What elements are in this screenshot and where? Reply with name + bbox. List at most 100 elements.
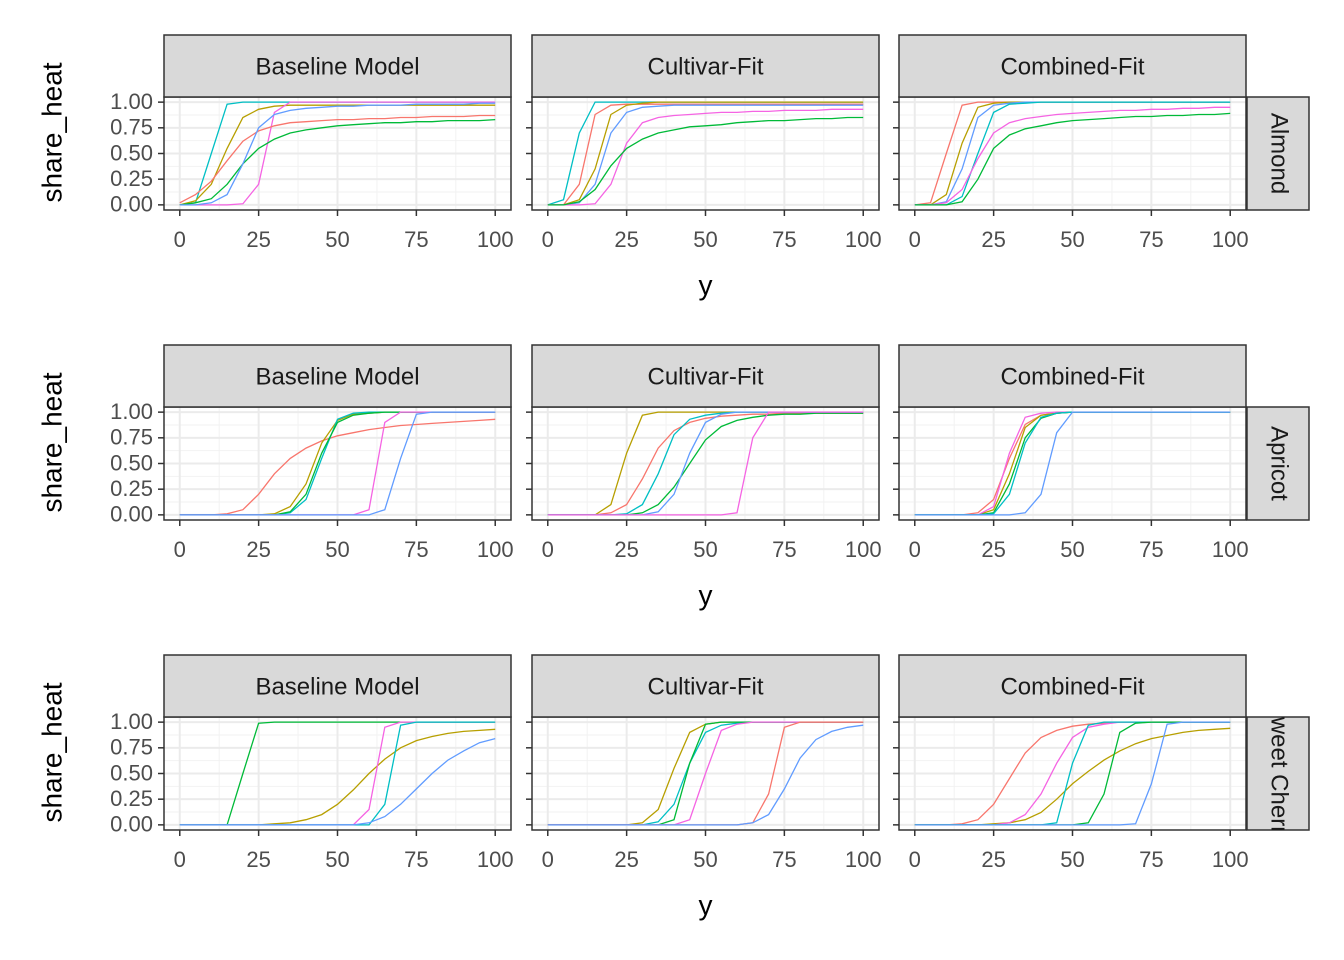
- panel: Baseline Model 0 25 50 75 100 0.000.250.500.75…: [36, 654, 514, 872]
- y-axis-title: share_heat: [36, 372, 67, 512]
- x-tick-label: 0: [174, 537, 186, 562]
- row-strip: [1246, 716, 1310, 831]
- y-axis-title: share_heat: [36, 62, 67, 202]
- facet-title: Cultivar-Fit: [647, 363, 763, 390]
- curve: [547, 411, 864, 516]
- y-tick-label: 0.25: [110, 166, 153, 191]
- x-tick-label: 0: [542, 227, 554, 252]
- curve: [547, 104, 864, 206]
- facet-strip: [163, 34, 512, 98]
- curve: [547, 116, 864, 206]
- panel: Combined-Fit 0 25 50 75 100 Almond: [893, 34, 1310, 252]
- x-tick-label: 25: [981, 227, 1005, 252]
- facet-strip: [531, 654, 880, 718]
- x-tick-label: 0: [542, 537, 554, 562]
- row-strip-clip: Almond: [1266, 113, 1293, 194]
- x-tick-label: 50: [693, 537, 717, 562]
- facet-title: Combined-Fit: [1000, 363, 1144, 390]
- y-tick-label: 0.25: [110, 786, 153, 811]
- facet-title: Combined-Fit: [1000, 53, 1144, 80]
- x-tick-label: 50: [1060, 537, 1084, 562]
- curve: [547, 724, 864, 826]
- x-tick-label: 50: [325, 227, 349, 252]
- x-tick-label: 50: [693, 227, 717, 252]
- panel: Cultivar-Fit 0 25 50 75 100 y: [526, 654, 882, 920]
- y-tick-label: 0.75: [110, 425, 153, 450]
- y-tick-label: 1.00: [110, 709, 153, 734]
- row-strip-label: Almond: [1266, 113, 1293, 194]
- y-tick-label: 0.75: [110, 115, 153, 140]
- panel: Cultivar-Fit 0 25 50 75 100 y: [526, 34, 882, 300]
- y-axis-title: share_heat: [36, 682, 67, 822]
- x-tick-label: 75: [1139, 847, 1163, 872]
- facet-title: Cultivar-Fit: [647, 673, 763, 700]
- curve: [179, 418, 496, 516]
- x-tick-label: 100: [845, 537, 882, 562]
- x-tick-label: 50: [325, 847, 349, 872]
- x-tick-label: 50: [1060, 227, 1084, 252]
- x-tick-label: 25: [614, 537, 638, 562]
- x-tick-label: 25: [246, 847, 270, 872]
- row-strip-label: Sweet Cherry: [1266, 701, 1293, 846]
- x-tick-label: 25: [981, 537, 1005, 562]
- y-tick-label: 0.50: [110, 450, 153, 475]
- panel: Cultivar-Fit 0 25 50 75 100 y: [526, 344, 882, 610]
- facet-title: Cultivar-Fit: [647, 53, 763, 80]
- y-tick-label: 1.00: [110, 399, 153, 424]
- x-tick-label: 100: [1212, 847, 1249, 872]
- curve: [914, 106, 1231, 206]
- y-tick-label: 0.50: [110, 760, 153, 785]
- y-tick-label: 0.00: [110, 192, 153, 217]
- y-tick-label: 0.00: [110, 812, 153, 837]
- x-tick-label: 75: [404, 537, 428, 562]
- curve: [914, 411, 1231, 516]
- facet-strip: [163, 654, 512, 718]
- row-strip-clip: Apricot: [1266, 426, 1293, 501]
- x-tick-label: 100: [477, 227, 514, 252]
- x-tick-label: 0: [909, 537, 921, 562]
- x-tick-label: 25: [981, 847, 1005, 872]
- curve: [179, 114, 496, 204]
- x-tick-label: 0: [174, 847, 186, 872]
- facet-strip: [163, 344, 512, 408]
- y-tick-label: 0.25: [110, 476, 153, 501]
- row-strip-clip: Sweet Cherry: [1266, 701, 1293, 846]
- panel: Baseline Model 0 25 50 75 100 0.000.250.500.75…: [36, 34, 514, 252]
- facet-strip: [531, 34, 880, 98]
- x-tick-label: 50: [1060, 847, 1084, 872]
- y-tick-label: 0.00: [110, 502, 153, 527]
- x-tick-label: 0: [909, 227, 921, 252]
- facet-title: Baseline Model: [255, 53, 419, 80]
- x-axis-title: y: [699, 269, 713, 300]
- x-tick-label: 100: [477, 537, 514, 562]
- x-tick-label: 75: [772, 847, 796, 872]
- curve: [179, 118, 496, 206]
- x-tick-label: 75: [772, 227, 796, 252]
- curve: [179, 411, 496, 516]
- x-tick-label: 100: [845, 847, 882, 872]
- panel: Combined-Fit 0 25 50 75 100 Apricot: [893, 344, 1310, 562]
- y-tick-label: 0.50: [110, 140, 153, 165]
- x-tick-label: 75: [1139, 227, 1163, 252]
- x-tick-label: 0: [174, 227, 186, 252]
- facet-title: Combined-Fit: [1000, 673, 1144, 700]
- curve: [179, 102, 496, 206]
- curve: [179, 101, 496, 206]
- y-tick-label: 1.00: [110, 89, 153, 114]
- x-tick-label: 0: [542, 847, 554, 872]
- facet-title: Baseline Model: [255, 363, 419, 390]
- x-tick-label: 75: [404, 227, 428, 252]
- x-tick-label: 100: [1212, 537, 1249, 562]
- curve: [547, 101, 864, 206]
- facet-strip: [531, 344, 880, 408]
- x-tick-label: 50: [693, 847, 717, 872]
- facet-title: Baseline Model: [255, 673, 419, 700]
- curve: [179, 737, 496, 826]
- x-tick-label: 75: [772, 537, 796, 562]
- row-strip: [1246, 406, 1310, 521]
- facet-strip: [898, 344, 1247, 408]
- x-tick-label: 100: [845, 227, 882, 252]
- x-tick-label: 25: [614, 227, 638, 252]
